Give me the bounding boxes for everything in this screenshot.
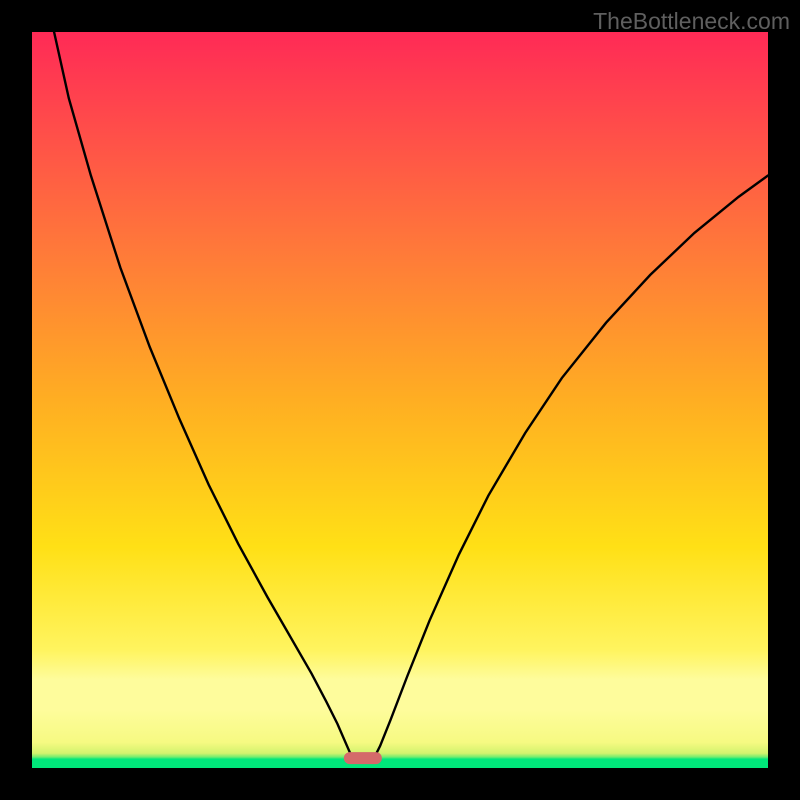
bottleneck-curve — [32, 32, 768, 768]
chart-frame: TheBottleneck.com — [0, 0, 800, 800]
plot-area — [32, 32, 768, 768]
curve-right-branch — [374, 176, 768, 758]
curve-left-branch — [54, 32, 352, 758]
watermark-text: TheBottleneck.com — [593, 8, 790, 35]
optimum-marker — [344, 753, 382, 765]
